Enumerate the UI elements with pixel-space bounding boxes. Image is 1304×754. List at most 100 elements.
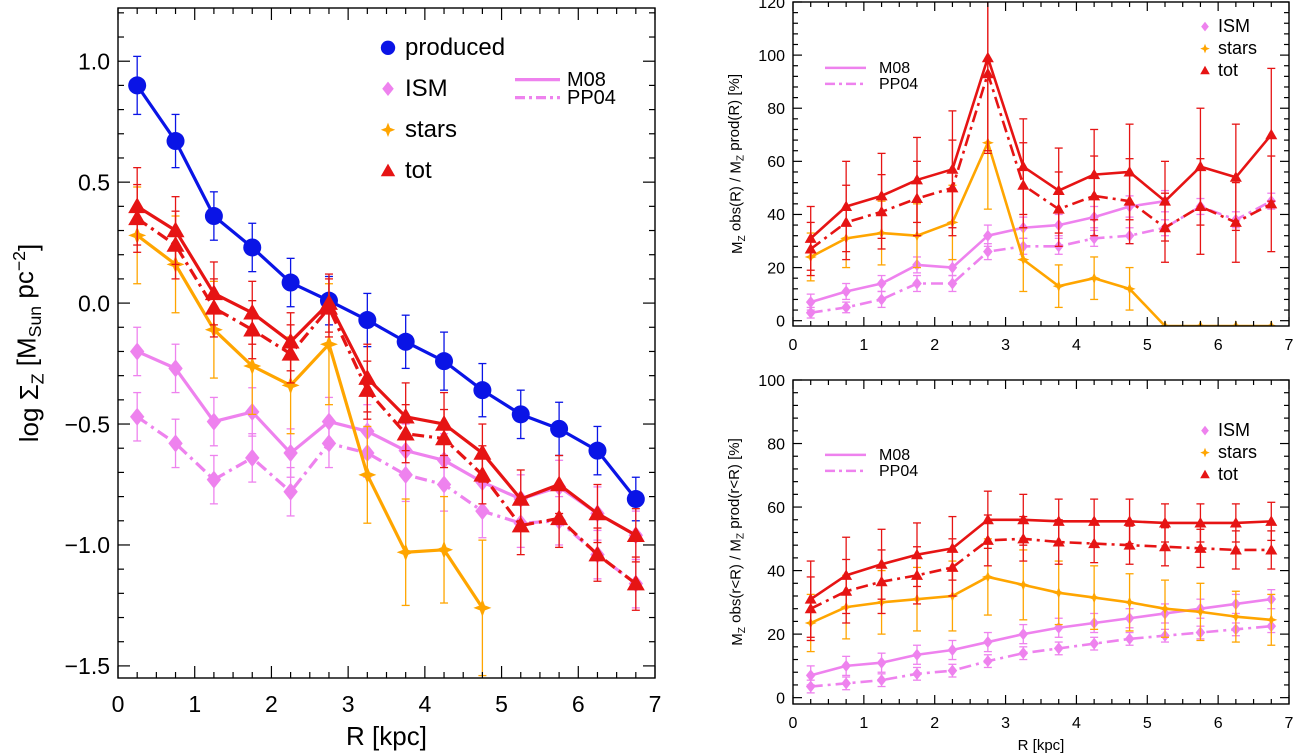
x-tick-label: 2	[930, 337, 939, 354]
legend-label: tot	[405, 157, 432, 184]
data-point	[204, 298, 223, 315]
data-point	[206, 470, 222, 489]
data-point	[1265, 515, 1278, 526]
data-point	[128, 76, 147, 95]
data-point	[358, 381, 377, 397]
data-point	[804, 242, 817, 254]
data-point	[947, 644, 958, 656]
data-point	[805, 306, 816, 319]
data-point	[1052, 280, 1065, 293]
data-point	[396, 424, 415, 441]
y-axis-label: log ΣZ [MSun pc−2]	[9, 244, 47, 442]
data-point	[1088, 591, 1101, 604]
data-point	[281, 344, 300, 361]
ticks	[117, 8, 656, 678]
y-tick-label: 80	[767, 436, 785, 453]
legend-marker	[1201, 21, 1209, 32]
data-point	[243, 320, 262, 337]
y-tick-label: 40	[767, 207, 785, 224]
x-tick-label: 4	[1072, 337, 1081, 354]
y-tick-label: 120	[758, 0, 785, 12]
y-tick-label: −0.5	[65, 411, 110, 437]
y-label-sub: Z	[737, 235, 748, 241]
data-point	[1229, 516, 1242, 528]
y-tick-label: 80	[767, 101, 785, 118]
data-point	[981, 67, 994, 79]
series-tot-m08	[804, 490, 1278, 638]
data-point	[166, 132, 185, 151]
series-line	[136, 350, 637, 537]
legend-marker	[1200, 43, 1210, 54]
series-line	[810, 141, 1272, 326]
data-point	[805, 680, 816, 693]
series-tot-pp04	[128, 183, 645, 611]
data-point	[983, 636, 993, 649]
data-point	[1265, 543, 1278, 555]
data-point	[166, 236, 185, 252]
data-point	[1017, 179, 1030, 190]
data-point	[626, 526, 645, 543]
legend-marker	[380, 122, 396, 137]
y-tick-label: 0	[776, 313, 785, 330]
y-label-sub: Z	[737, 627, 748, 633]
x-tick-label: 0	[112, 691, 125, 717]
data-point	[204, 207, 223, 226]
data-point	[876, 293, 887, 306]
legend-style-label: M08	[879, 447, 910, 464]
data-point	[1159, 516, 1171, 528]
data-point	[1124, 632, 1135, 645]
data-point	[1159, 540, 1171, 552]
data-point	[283, 444, 298, 463]
y-tick-label: −1.0	[65, 532, 110, 558]
y-label-part: [M	[12, 337, 42, 373]
y-tick-label: 20	[767, 260, 785, 277]
x-tick-label: 0	[789, 337, 798, 354]
data-point	[475, 502, 490, 521]
data-point	[981, 570, 994, 583]
y-label-sub: Z	[27, 373, 47, 384]
data-point	[840, 216, 853, 227]
data-point	[946, 181, 959, 193]
data-point	[1018, 647, 1029, 660]
y-tick-label: 1.0	[78, 48, 110, 74]
data-point	[947, 664, 958, 677]
y-tick-label: 60	[767, 154, 785, 171]
plot-frame	[792, 379, 1290, 705]
series-stars-m08	[804, 75, 1278, 326]
data-point	[841, 285, 851, 298]
data-point	[550, 475, 569, 492]
data-point	[1159, 602, 1171, 615]
data-point	[912, 277, 922, 290]
legend-label: tot	[1218, 464, 1238, 484]
y-tick-label: 40	[767, 563, 785, 580]
legend-style-label: M08	[567, 69, 606, 91]
legend-marker	[1201, 425, 1209, 436]
data-point	[1123, 539, 1136, 550]
x-axis-label: R [kpc]	[1018, 737, 1065, 754]
data-point	[550, 419, 569, 438]
data-point	[804, 602, 817, 614]
data-point	[981, 534, 994, 545]
y-axis-label: MZ obs(r<R) / MZ prod(r<R) [%]	[726, 438, 748, 646]
data-point	[947, 261, 958, 274]
series-line	[810, 597, 1272, 677]
data-point	[1017, 253, 1030, 266]
data-point	[876, 656, 887, 669]
series-stars-m08	[804, 538, 1278, 653]
data-point	[1194, 516, 1207, 528]
data-point	[1052, 586, 1065, 599]
y-tick-label: 0	[776, 690, 785, 707]
data-point	[588, 545, 607, 562]
series-line	[810, 200, 1272, 315]
data-point	[1053, 642, 1064, 655]
data-point	[840, 585, 853, 596]
data-point	[511, 405, 530, 424]
data-point	[243, 238, 262, 257]
series-line	[136, 217, 637, 585]
data-point	[626, 490, 645, 509]
data-point	[1194, 605, 1207, 618]
y-label-part: obs(r<R) / M	[728, 539, 745, 627]
legend-label: stars	[405, 116, 457, 143]
